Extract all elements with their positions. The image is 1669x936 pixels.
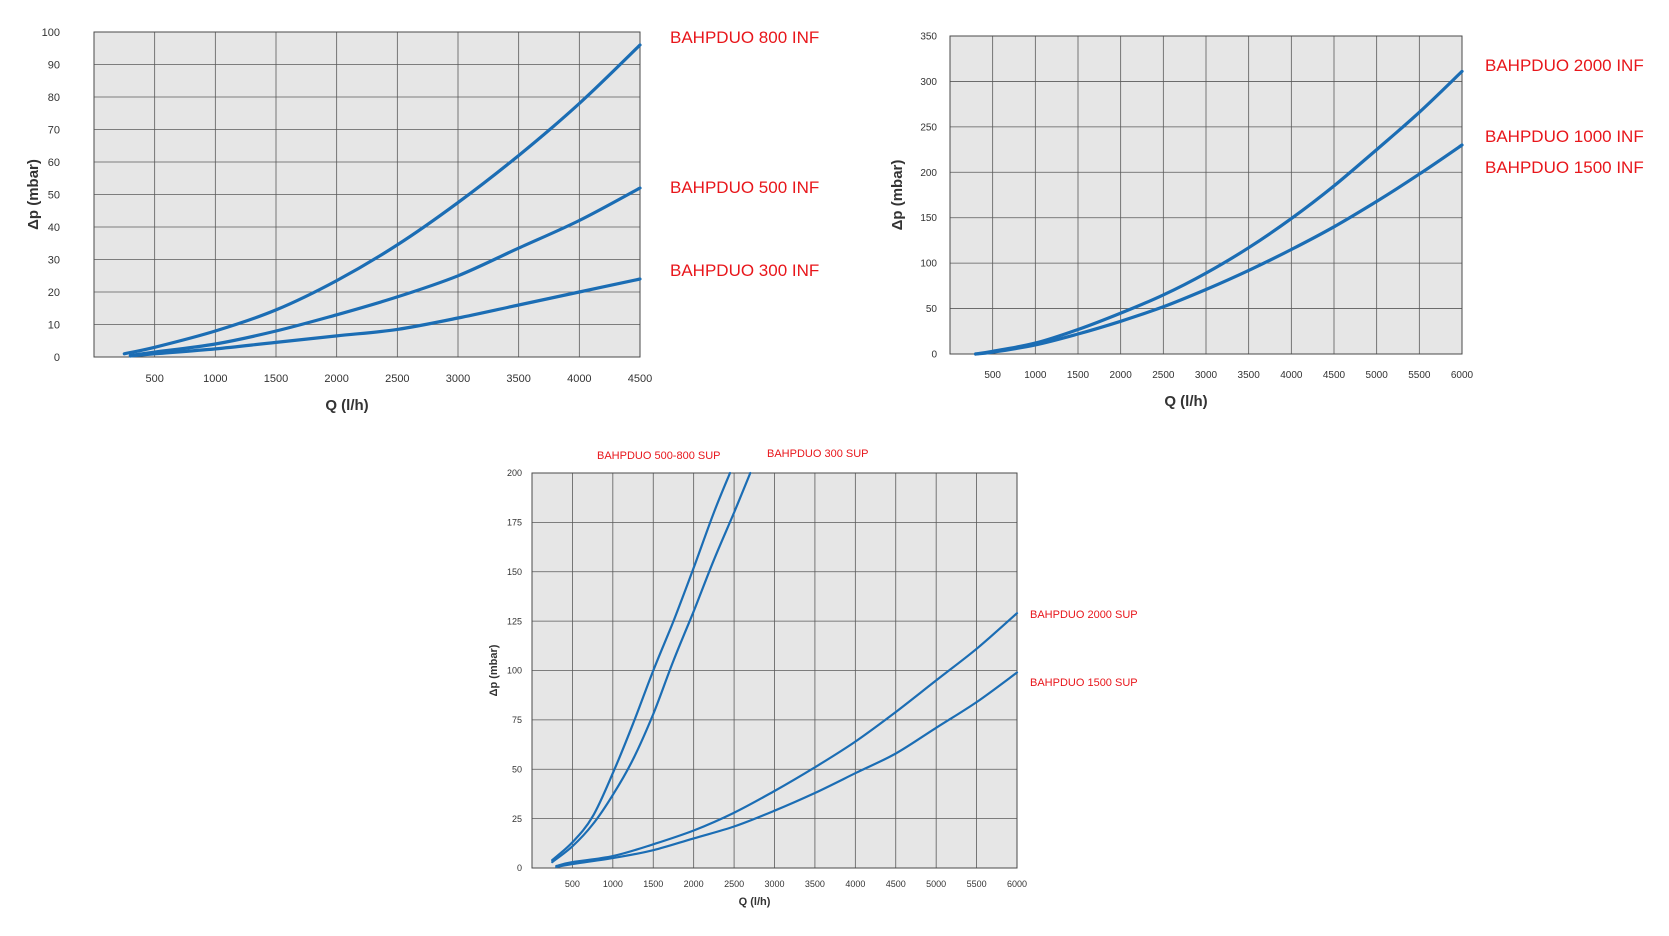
chart1-x-tick-label: 2000 xyxy=(324,373,348,385)
chart2-x-tick-label: 1500 xyxy=(1067,370,1090,381)
chart2-y-tick-label: 300 xyxy=(920,77,937,88)
chart1-series-line-bahpduo-500-inf xyxy=(128,186,642,357)
chart1: 0 10 20 30 40 50 60 70 80 90 100 500 1000 1500 2000 250… xyxy=(25,27,819,414)
chart1-x-tick-label: 4000 xyxy=(567,373,591,385)
chart3-x-tick-label: 4000 xyxy=(845,879,865,889)
chart1-y-tick-label: 40 xyxy=(48,222,60,234)
chart3-series-label-bahpduo-300-sup: BAHPDUO 300 SUP xyxy=(767,448,868,460)
chart2-x-tick-label: 6000 xyxy=(1451,370,1474,381)
chart1-y-tick-label: 70 xyxy=(48,124,60,136)
chart1-x-tick-label: 2500 xyxy=(385,373,409,385)
chart2-series-line-bahpduo-2000-inf xyxy=(974,69,1464,356)
chart2-x-tick-label: 5500 xyxy=(1408,370,1431,381)
chart1-y-tick-label: 90 xyxy=(48,59,60,71)
chart1-x-tick-label: 1000 xyxy=(203,373,227,385)
chart2-x-tick-label: 4500 xyxy=(1323,370,1346,381)
chart2-x-tick-label: 2500 xyxy=(1152,370,1175,381)
chart3-series-line-bahpduo-2000-sup xyxy=(555,612,1019,868)
chart3-y-tick-label: 25 xyxy=(512,814,522,824)
chart2-x-tick-label: 1000 xyxy=(1024,370,1047,381)
chart2-series-label-bahpduo-2000-inf: BAHPDUO 2000 INF xyxy=(1485,56,1644,75)
chart2-y-axis-title: Δp (mbar) xyxy=(889,160,906,231)
chart1-x-tick-label: 500 xyxy=(145,373,163,385)
chart1-series-line-bahpduo-300-inf xyxy=(128,277,642,358)
chart3-series-label-bahpduo-500-800-sup: BAHPDUO 500-800 SUP xyxy=(597,450,721,462)
chart2-x-tick-label: 2000 xyxy=(1110,370,1133,381)
chart1-y-axis-title: Δp (mbar) xyxy=(25,159,42,230)
chart3-x-axis-title: Q (l/h) xyxy=(739,896,771,908)
chart3-x-tick-label: 2000 xyxy=(684,879,704,889)
chart2-y-tick-label: 100 xyxy=(920,259,937,270)
chart1-y-tick-label: 100 xyxy=(42,27,60,39)
chart3: 0 25 50 75 100 125 150 175 200 500 1000 1500 2000 250… xyxy=(488,448,1138,908)
chart2-series-label-bahpduo-1500-inf: BAHPDUO 1500 INF xyxy=(1485,158,1644,177)
chart2-y-tick-label: 200 xyxy=(920,168,937,179)
chart3-y-tick-label: 0 xyxy=(517,863,522,873)
chart1-y-tick-label: 60 xyxy=(48,157,60,169)
chart3-x-tick-label: 5500 xyxy=(967,879,987,889)
chart1-y-tick-label: 0 xyxy=(54,352,60,364)
chart1-series-label-bahpduo-800-inf: BAHPDUO 800 INF xyxy=(670,28,819,47)
chart3-series-label-bahpduo-1500-sup: BAHPDUO 1500 SUP xyxy=(1030,677,1138,689)
chart3-series-line-bahpduo-300-sup xyxy=(551,471,752,864)
chart3-x-tick-label: 6000 xyxy=(1007,879,1027,889)
chart1-x-axis-title: Q (l/h) xyxy=(325,397,368,414)
chart3-x-tick-label: 3500 xyxy=(805,879,825,889)
chart2-x-tick-label: 4000 xyxy=(1280,370,1303,381)
chart3-y-tick-label: 200 xyxy=(507,468,522,478)
chart3-y-tick-label: 125 xyxy=(507,616,522,626)
chart3-x-tick-label: 1000 xyxy=(603,879,623,889)
chart1-y-tick-label: 50 xyxy=(48,189,60,201)
chart3-x-tick-label: 3000 xyxy=(764,879,784,889)
chart2-series-label-bahpduo-1000-inf: BAHPDUO 1000 INF xyxy=(1485,127,1644,146)
chart3-y-tick-label: 75 xyxy=(512,715,522,725)
chart3-series-line-bahpduo-1500-sup xyxy=(555,671,1019,869)
chart1-y-tick-label: 10 xyxy=(48,319,60,331)
chart1-y-tick-label: 30 xyxy=(48,254,60,266)
chart1-y-tick-label: 80 xyxy=(48,92,60,104)
chart1-plot-frame xyxy=(93,31,641,358)
chart2-y-tick-label: 0 xyxy=(931,350,937,361)
chart2: 0 50 100 150 200 250 300 350 500 1000 1500 2000 2500… xyxy=(889,32,1644,411)
chart3-x-tick-label: 4500 xyxy=(886,879,906,889)
chart3-series-line-bahpduo-500-800-sup xyxy=(551,471,732,862)
chart1-series-line-bahpduo-800-inf xyxy=(122,43,642,356)
chart1-x-tick-label: 1500 xyxy=(264,373,288,385)
chart3-y-tick-label: 175 xyxy=(507,518,522,528)
chart2-y-tick-label: 250 xyxy=(920,122,937,133)
chart3-y-axis-title: Δp (mbar) xyxy=(488,644,500,696)
chart2-plot-frame xyxy=(949,35,1463,355)
chart1-y-tick-label: 20 xyxy=(48,287,60,299)
chart1-series-label-bahpduo-300-inf: BAHPDUO 300 INF xyxy=(670,261,819,280)
chart1-series-label-bahpduo-500-inf: BAHPDUO 500 INF xyxy=(670,178,819,197)
chart2-y-tick-label: 150 xyxy=(920,213,937,224)
chart3-x-tick-label: 500 xyxy=(565,879,580,889)
chart2-x-axis-title: Q (l/h) xyxy=(1164,393,1207,410)
chart2-x-tick-label: 3000 xyxy=(1195,370,1218,381)
chart3-x-tick-label: 5000 xyxy=(926,879,946,889)
chart3-y-tick-label: 150 xyxy=(507,567,522,577)
chart1-x-tick-label: 4500 xyxy=(628,373,652,385)
chart2-y-tick-label: 350 xyxy=(920,32,937,43)
chart2-x-tick-label: 3500 xyxy=(1238,370,1261,381)
chart3-series-label-bahpduo-2000-sup: BAHPDUO 2000 SUP xyxy=(1030,609,1138,621)
chart2-x-tick-label: 500 xyxy=(984,370,1001,381)
chart3-x-tick-label: 1500 xyxy=(643,879,663,889)
chart1-x-tick-label: 3500 xyxy=(506,373,530,385)
chart3-plot-frame xyxy=(531,472,1018,869)
chart1-x-tick-label: 3000 xyxy=(446,373,470,385)
chart2-x-tick-label: 5000 xyxy=(1366,370,1389,381)
chart3-y-tick-label: 100 xyxy=(507,666,522,676)
chart3-x-tick-label: 2500 xyxy=(724,879,744,889)
chart2-y-tick-label: 50 xyxy=(926,304,938,315)
chart2-series-line-bahpduo-1000-inf xyxy=(974,143,1464,356)
chart3-y-tick-label: 50 xyxy=(512,764,522,774)
